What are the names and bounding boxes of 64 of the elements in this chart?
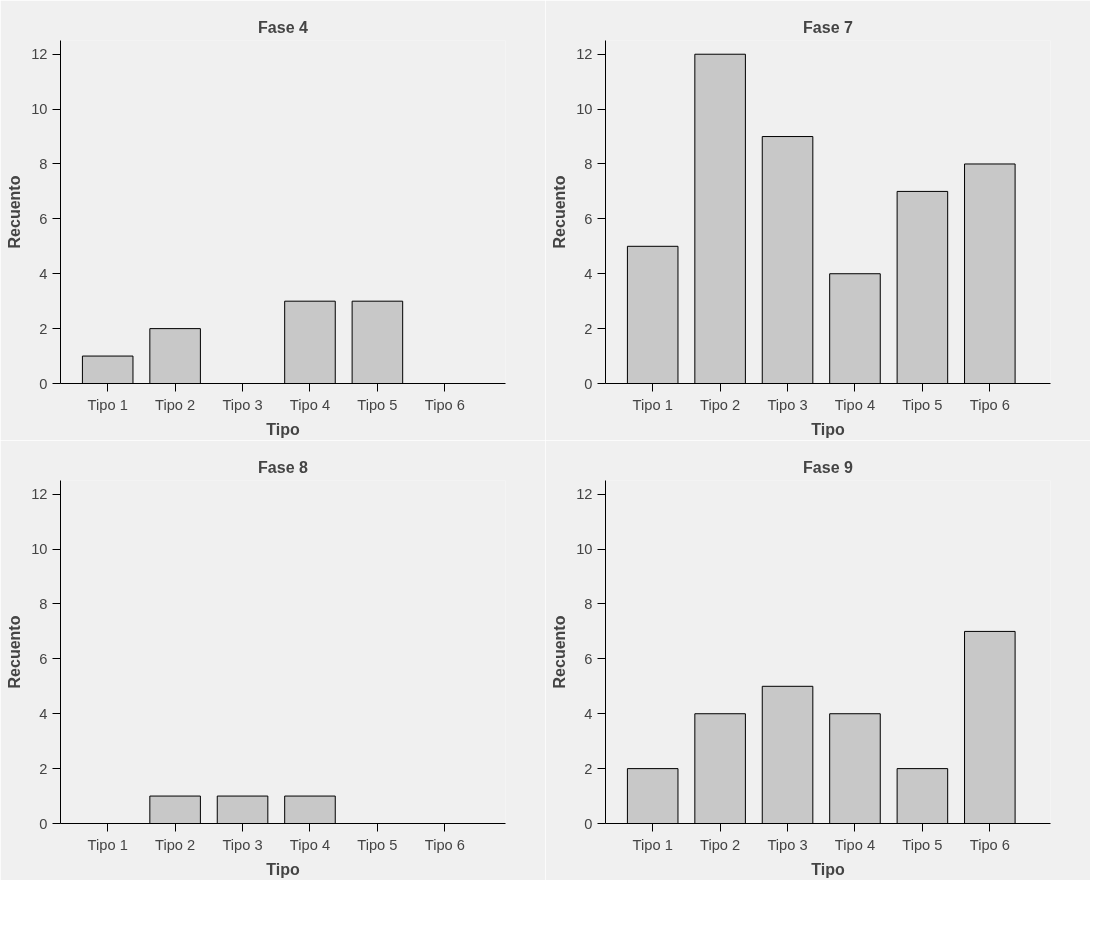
x-tick-label: Tipo 5 xyxy=(902,836,943,853)
x-tick-label: Tipo 5 xyxy=(902,396,943,413)
y-tick-label: 10 xyxy=(576,541,593,558)
x-tick-label: Tipo 1 xyxy=(87,836,128,853)
y-axis-title: Recuento xyxy=(6,175,24,249)
chart-title: Fase 4 xyxy=(258,18,309,36)
x-tick-label: Tipo 4 xyxy=(834,836,876,853)
y-tick-label: 4 xyxy=(39,265,48,282)
y-tick-label: 6 xyxy=(39,650,48,667)
y-tick-label: 12 xyxy=(31,46,48,63)
y-tick-label: 12 xyxy=(31,486,48,503)
y-tick-label: 12 xyxy=(576,486,593,503)
y-tick-label: 8 xyxy=(584,155,593,172)
x-tick-label: Tipo 6 xyxy=(424,396,465,413)
y-tick-label: 0 xyxy=(39,815,48,832)
y-tick-label: 6 xyxy=(584,650,593,667)
y-tick-label: 2 xyxy=(39,320,48,337)
y-tick-label: 6 xyxy=(584,210,593,227)
x-axis-title: Tipo xyxy=(811,420,845,438)
y-tick-label: 0 xyxy=(584,375,593,392)
y-axis-title: Recuento xyxy=(6,615,24,689)
x-tick-label: Tipo 4 xyxy=(289,396,331,413)
y-tick-label: 2 xyxy=(39,760,48,777)
chart-title: Fase 9 xyxy=(803,458,854,476)
y-tick-label: 4 xyxy=(39,705,48,722)
x-tick-label: Tipo 2 xyxy=(155,396,196,413)
x-axis-title: Tipo xyxy=(266,420,300,438)
y-tick-label: 10 xyxy=(31,541,48,558)
x-tick-label: Tipo 2 xyxy=(155,836,196,853)
y-tick-label: 0 xyxy=(584,815,593,832)
y-tick-label: 6 xyxy=(39,210,48,227)
x-tick-label: Tipo 1 xyxy=(632,836,673,853)
x-tick-label: Tipo 6 xyxy=(969,396,1010,413)
y-tick-label: 8 xyxy=(584,595,593,612)
x-tick-label: Tipo 2 xyxy=(700,396,741,413)
chart-title: Fase 8 xyxy=(258,458,309,476)
x-tick-label: Tipo 3 xyxy=(767,836,808,853)
x-tick-label: Tipo 1 xyxy=(87,396,128,413)
y-tick-label: 10 xyxy=(576,101,593,118)
y-tick-label: 8 xyxy=(39,155,48,172)
y-tick-label: 8 xyxy=(39,595,48,612)
chart-title: Fase 7 xyxy=(803,18,854,36)
x-tick-label: Tipo 6 xyxy=(424,836,465,853)
x-tick-label: Tipo 5 xyxy=(357,836,398,853)
x-axis-title: Tipo xyxy=(266,860,300,878)
y-tick-label: 0 xyxy=(39,375,48,392)
y-tick-label: 4 xyxy=(584,705,593,722)
y-axis-title: Recuento xyxy=(551,175,569,249)
y-tick-label: 4 xyxy=(584,265,593,282)
x-tick-label: Tipo 6 xyxy=(969,836,1010,853)
y-tick-label: 12 xyxy=(576,46,593,63)
x-axis-title: Tipo xyxy=(811,860,845,878)
x-tick-label: Tipo 2 xyxy=(700,836,741,853)
x-tick-label: Tipo 3 xyxy=(222,836,263,853)
y-tick-label: 2 xyxy=(584,320,593,337)
y-tick-label: 10 xyxy=(31,101,48,118)
x-tick-label: Tipo 5 xyxy=(357,396,398,413)
x-tick-label: Tipo 3 xyxy=(767,396,808,413)
y-axis-title: Recuento xyxy=(551,615,569,689)
x-tick-label: Tipo 4 xyxy=(834,396,876,413)
x-tick-label: Tipo 4 xyxy=(289,836,331,853)
x-tick-label: Tipo 3 xyxy=(222,396,263,413)
y-tick-label: 2 xyxy=(584,760,593,777)
x-tick-label: Tipo 1 xyxy=(632,396,673,413)
